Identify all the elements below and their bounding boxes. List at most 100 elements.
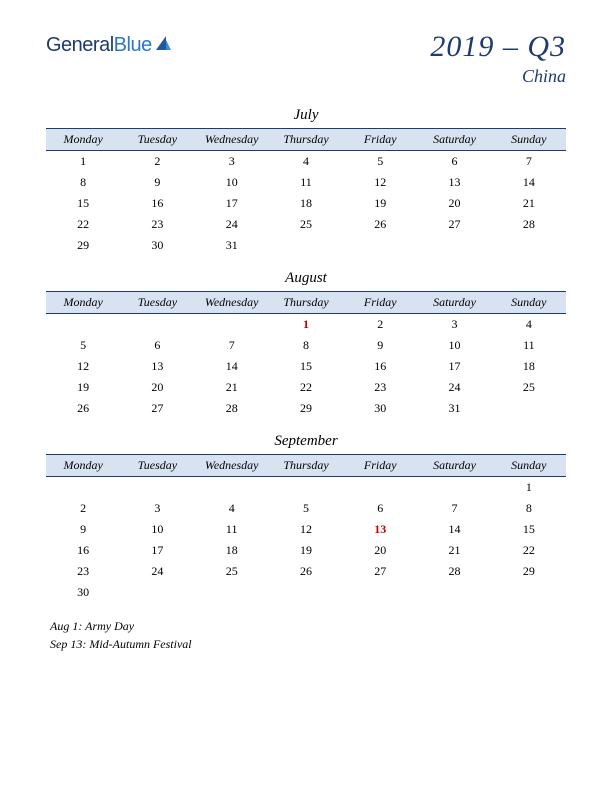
day-header: Monday <box>46 129 120 151</box>
calendar-cell: 1 <box>269 314 343 336</box>
calendar-cell <box>46 314 120 336</box>
calendar-cell: 18 <box>492 356 566 377</box>
calendar-cell: 24 <box>195 214 269 235</box>
calendar-cell <box>343 477 417 499</box>
holiday-note: Aug 1: Army Day <box>50 617 566 635</box>
calendar-cell: 13 <box>343 519 417 540</box>
calendar-cell: 1 <box>492 477 566 499</box>
calendar-cell <box>195 314 269 336</box>
calendar-cell: 10 <box>195 172 269 193</box>
calendar-cell <box>343 235 417 256</box>
calendar-cell: 30 <box>120 235 194 256</box>
calendar-cell <box>120 582 194 603</box>
calendar-row: 293031 <box>46 235 566 256</box>
logo-part2: Blue <box>114 34 152 56</box>
calendar-cell <box>417 235 491 256</box>
calendar-cell: 21 <box>417 540 491 561</box>
day-header: Monday <box>46 455 120 477</box>
calendar-cell: 16 <box>120 193 194 214</box>
calendar-cell: 29 <box>269 398 343 419</box>
calendar-cell <box>492 235 566 256</box>
calendar-cell: 7 <box>417 498 491 519</box>
calendar-cell: 15 <box>492 519 566 540</box>
calendar-row: 15161718192021 <box>46 193 566 214</box>
calendar-cell: 5 <box>46 335 120 356</box>
month-block: SeptemberMondayTuesdayWednesdayThursdayF… <box>46 433 566 603</box>
calendar-row: 16171819202122 <box>46 540 566 561</box>
day-header: Saturday <box>417 292 491 314</box>
calendar-cell: 8 <box>46 172 120 193</box>
day-header: Wednesday <box>195 129 269 151</box>
calendar-cell: 23 <box>120 214 194 235</box>
calendar-cell <box>46 477 120 499</box>
calendar-cell: 27 <box>417 214 491 235</box>
calendar-cell: 6 <box>120 335 194 356</box>
calendar-cell <box>417 582 491 603</box>
calendar-cell <box>120 314 194 336</box>
calendar-row: 262728293031 <box>46 398 566 419</box>
calendar-cell: 12 <box>343 172 417 193</box>
calendar-cell: 21 <box>195 377 269 398</box>
calendar-cell: 25 <box>269 214 343 235</box>
calendar-cell: 19 <box>46 377 120 398</box>
calendar-cell: 11 <box>269 172 343 193</box>
header: GeneralBlue 2019 – Q3 China <box>46 30 566 87</box>
calendar-cell: 13 <box>417 172 491 193</box>
calendar-cell: 20 <box>343 540 417 561</box>
day-header: Thursday <box>269 455 343 477</box>
day-header: Thursday <box>269 292 343 314</box>
calendar-cell: 20 <box>120 377 194 398</box>
calendar-cell: 2 <box>120 151 194 173</box>
calendar-cell: 14 <box>417 519 491 540</box>
calendar-cell <box>417 477 491 499</box>
calendar-cell: 17 <box>417 356 491 377</box>
calendar-cell: 15 <box>46 193 120 214</box>
calendar-cell: 14 <box>195 356 269 377</box>
calendar-cell <box>492 582 566 603</box>
calendar-cell: 2 <box>343 314 417 336</box>
calendar-cell: 19 <box>343 193 417 214</box>
calendar-cell: 10 <box>417 335 491 356</box>
calendar-row: 23242526272829 <box>46 561 566 582</box>
calendar-cell: 27 <box>343 561 417 582</box>
calendar-cell: 5 <box>343 151 417 173</box>
day-header: Tuesday <box>120 129 194 151</box>
calendar-cell: 3 <box>195 151 269 173</box>
calendar-cell: 4 <box>195 498 269 519</box>
calendar-cell: 20 <box>417 193 491 214</box>
calendar-cell: 18 <box>195 540 269 561</box>
day-header: Friday <box>343 292 417 314</box>
calendar-cell: 11 <box>195 519 269 540</box>
calendar-cell: 22 <box>492 540 566 561</box>
calendar-cell <box>269 235 343 256</box>
calendar-table: MondayTuesdayWednesdayThursdayFridaySatu… <box>46 291 566 419</box>
calendar-cell: 7 <box>492 151 566 173</box>
logo-part1: General <box>46 34 114 56</box>
day-header: Sunday <box>492 129 566 151</box>
day-header: Tuesday <box>120 455 194 477</box>
calendar-cell <box>120 477 194 499</box>
calendar-cell <box>492 398 566 419</box>
day-header: Sunday <box>492 455 566 477</box>
day-header: Thursday <box>269 129 343 151</box>
title-area: 2019 – Q3 China <box>430 30 566 87</box>
page-subtitle: China <box>430 66 566 87</box>
day-header: Sunday <box>492 292 566 314</box>
calendar-cell: 28 <box>195 398 269 419</box>
calendar-cell: 17 <box>195 193 269 214</box>
day-header: Wednesday <box>195 455 269 477</box>
calendar-cell: 16 <box>343 356 417 377</box>
calendar-cell: 12 <box>46 356 120 377</box>
calendar-cell <box>269 477 343 499</box>
calendar-cell: 27 <box>120 398 194 419</box>
calendar-cell: 3 <box>120 498 194 519</box>
calendar-cell: 31 <box>195 235 269 256</box>
day-header: Friday <box>343 129 417 151</box>
calendar-row: 30 <box>46 582 566 603</box>
months-container: JulyMondayTuesdayWednesdayThursdayFriday… <box>46 107 566 603</box>
calendar-row: 1 <box>46 477 566 499</box>
calendar-cell <box>195 582 269 603</box>
calendar-cell: 4 <box>269 151 343 173</box>
calendar-cell: 30 <box>46 582 120 603</box>
calendar-cell: 8 <box>492 498 566 519</box>
